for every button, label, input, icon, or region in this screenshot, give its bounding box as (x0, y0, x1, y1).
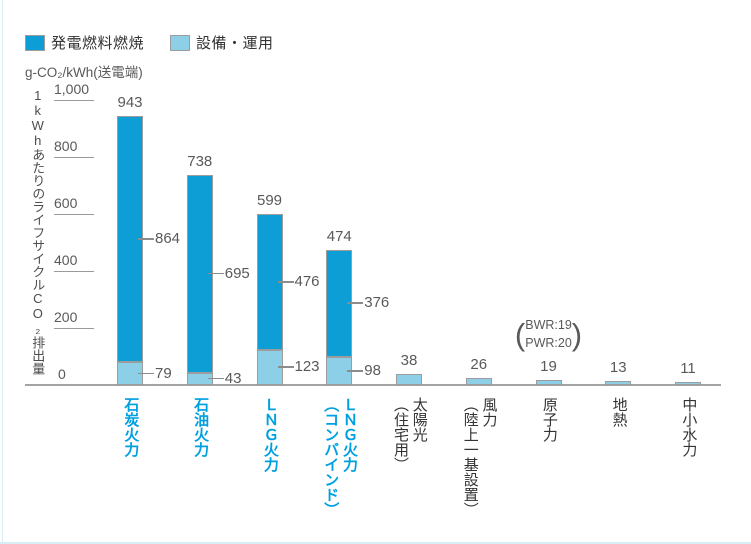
bar-total-label: 738 (187, 152, 213, 170)
segment-leader-line (277, 281, 294, 283)
segment-value-label: 98 (364, 362, 381, 380)
y-axis-tick-line (54, 214, 94, 215)
segment-value-label: 476 (294, 273, 320, 291)
x-axis-category-label: 風力 （陸上一基設置） (461, 397, 498, 517)
bar-total-label: 19 (540, 357, 557, 375)
bar-total-label: 599 (256, 192, 283, 210)
y-axis-tick-label: 400 (54, 252, 78, 268)
equipment-operation-swatch-icon (170, 34, 191, 51)
y-axis-tick-line (54, 271, 94, 272)
y-axis-unit-label: g-CO₂/kWh(送電端) (25, 65, 143, 80)
annotation-line: PWR:20 (525, 335, 572, 350)
annotation-open-paren: ( (514, 317, 526, 352)
bar-total-label: 26 (470, 355, 488, 373)
annotation-close-paren: ) (571, 317, 583, 352)
segment-value-label: 864 (155, 230, 181, 248)
segment-value-label: 376 (364, 294, 390, 312)
x-axis-category-label: 太陽光 （住宅用） (392, 397, 428, 472)
segment-leader-line (277, 366, 294, 368)
bar-segment-equipment (535, 379, 562, 385)
x-axis-line (25, 384, 721, 386)
nuclear-annotation: (BWR:19 PWR:20) (515, 317, 582, 352)
page-bottom-border (0, 542, 751, 544)
segment-leader-line (347, 302, 364, 304)
x-axis-category-label: 石炭火力 (122, 397, 140, 457)
bar-segment-equipment (675, 381, 701, 385)
segment-leader-line (207, 272, 224, 275)
segment-value-label: 43 (224, 369, 242, 387)
bar-total-label: 11 (680, 359, 696, 377)
y-axis-tick-label: 1,000 (54, 81, 90, 97)
fuel-combustion-swatch-icon (25, 34, 45, 51)
x-axis-category-label: 地熱 (610, 397, 628, 427)
legend-label: 発電燃料燃焼 (51, 35, 145, 52)
annotation-line: BWR:19 (525, 318, 572, 332)
bar-segment-equipment (396, 374, 422, 385)
bar-total-label: 943 (117, 94, 143, 112)
y-axis-title: 1kWhあたりのライフサイクルCO₂排出量 (30, 88, 46, 375)
y-axis-tick-line (54, 328, 94, 329)
legend-item-equipment-operation: 設備・運用 (170, 32, 274, 53)
segment-value-label: 123 (294, 358, 320, 376)
x-axis-category-label: ＬＮＧ火力 （コンバインド） (322, 397, 358, 517)
segment-leader-line (207, 377, 224, 380)
annotation-lines: BWR:19 PWR:20 (525, 317, 572, 352)
y-axis-tick-label: 200 (54, 309, 78, 325)
segment-leader-line (138, 372, 154, 375)
x-axis-category-label: 石油火力 (192, 397, 210, 457)
y-axis-tick-line (54, 100, 94, 101)
segment-leader-line (347, 370, 364, 372)
segment-value-label: 695 (224, 264, 250, 282)
bar-total-label: 474 (326, 227, 352, 245)
x-axis-category-label: 原子力 (540, 397, 558, 442)
segment-leader-line (138, 238, 154, 240)
legend-item-fuel-combustion: 発電燃料燃焼 (25, 32, 144, 53)
y-axis-tick-label: 0 (58, 366, 66, 382)
bar-total-label: 38 (400, 352, 418, 370)
bar-total-label: 13 (609, 359, 627, 377)
segment-value-label: 79 (155, 364, 172, 382)
y-axis-tick-label: 800 (54, 138, 78, 154)
bar-segment-equipment (465, 377, 492, 385)
page-left-border (2, 0, 3, 544)
legend-label: 設備・運用 (196, 35, 274, 52)
x-axis-category-label: 中小水力 (680, 397, 698, 457)
y-axis-tick-line (54, 157, 94, 158)
x-axis-category-label: ＬＮＧ火力 (261, 397, 279, 472)
bar-segment-equipment (605, 381, 632, 385)
legend: 発電燃料燃焼 設備・運用 (25, 32, 274, 53)
y-axis-tick-label: 600 (54, 195, 78, 211)
